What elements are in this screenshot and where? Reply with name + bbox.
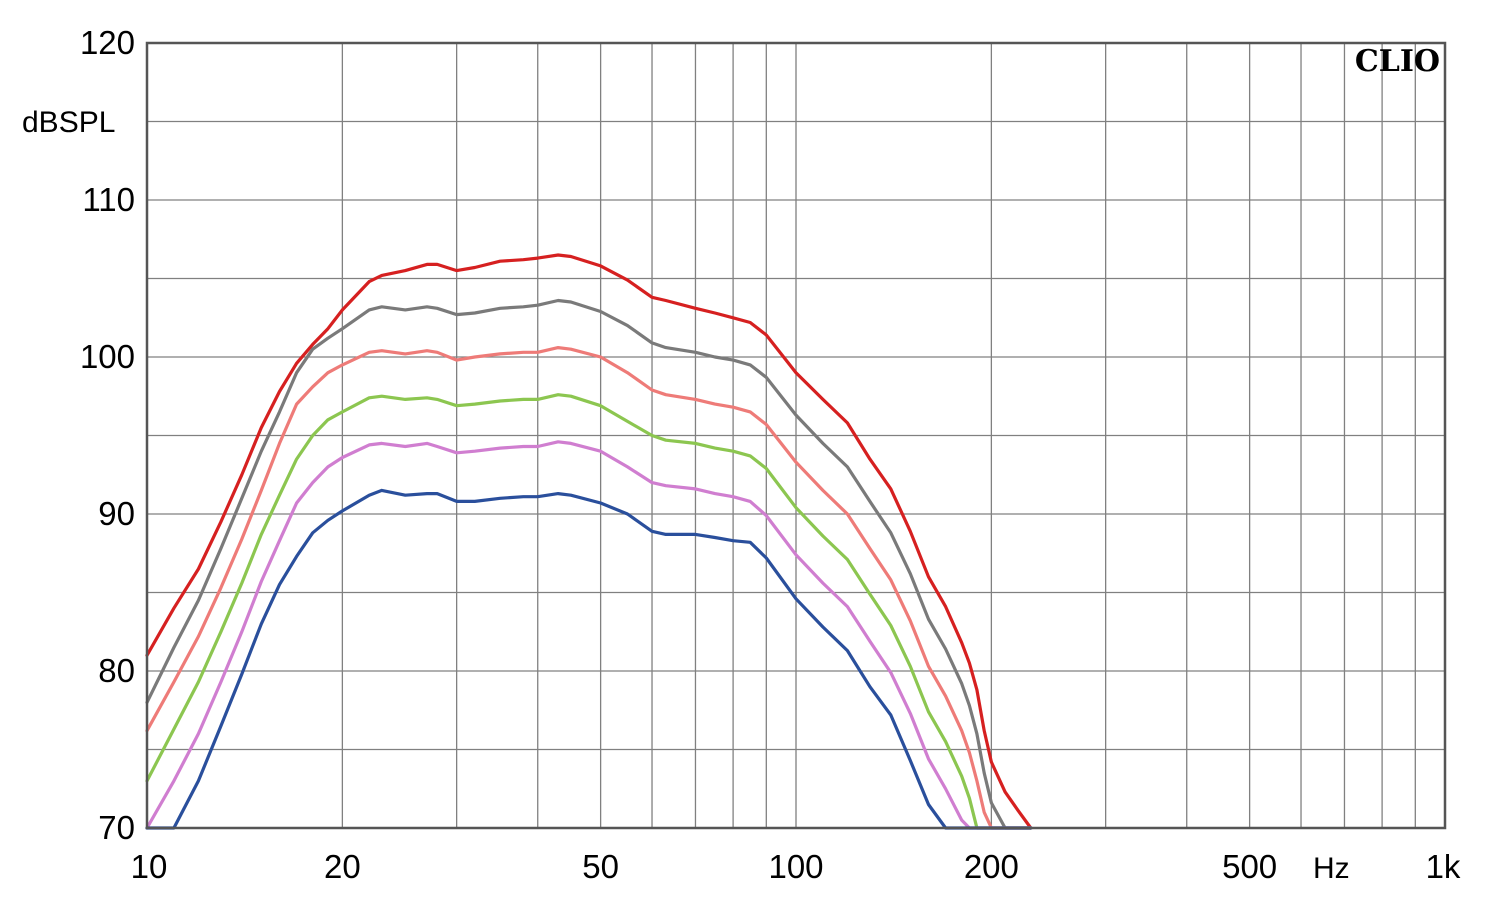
x-tick-label: 10 (131, 848, 168, 885)
plot-frame (145, 41, 1447, 830)
x-tick-label: 500 (1222, 848, 1277, 885)
series-line-2 (145, 298, 1033, 830)
y-tick-label: 120 (80, 24, 135, 61)
y-tick-label: 100 (80, 338, 135, 375)
x-tick-labels: 10 20 50 100 200 500 1k (131, 848, 1461, 885)
series-line-5 (145, 440, 1033, 830)
y-tick-label: 110 (82, 181, 135, 218)
x-tick-label: 200 (964, 848, 1019, 885)
x-axis-unit-label: Hz (1313, 852, 1350, 885)
x-tick-label: 50 (582, 848, 619, 885)
series-line-1 (145, 253, 1033, 830)
y-axis-label: dBSPL (22, 106, 115, 139)
series-line-3 (145, 346, 1033, 830)
series-group (145, 253, 1033, 830)
x-tick-label: 20 (324, 848, 361, 885)
series-line-4 (145, 393, 1033, 830)
y-tick-label: 80 (98, 652, 135, 689)
y-tick-labels: 70 80 90 100 110 120 (80, 24, 135, 846)
y-tick-label: 90 (98, 495, 135, 532)
x-tick-label: 1k (1426, 848, 1461, 885)
brand-label: CLIO (1355, 44, 1440, 79)
grid-lines (147, 43, 1445, 828)
y-tick-label: 70 (98, 809, 135, 846)
x-tick-label: 100 (768, 848, 823, 885)
